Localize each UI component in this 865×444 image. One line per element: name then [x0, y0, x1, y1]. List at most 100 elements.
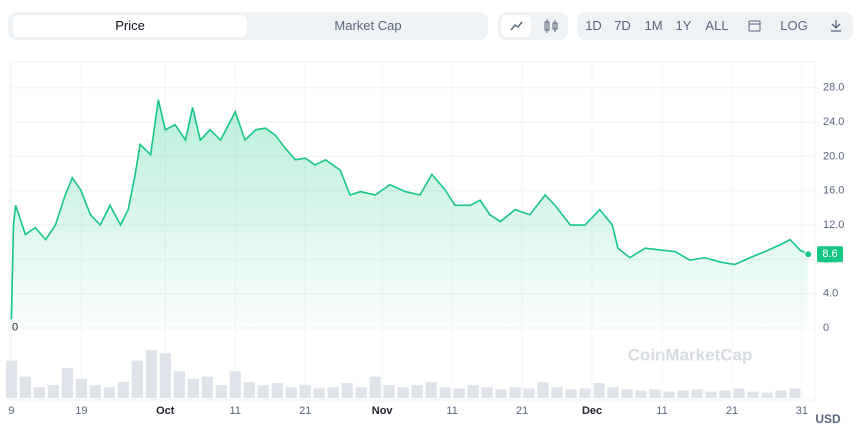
volume-bar: [775, 390, 787, 398]
volume-bar: [453, 388, 465, 398]
volume-bar: [355, 387, 367, 398]
line-icon[interactable]: [501, 15, 531, 37]
range-1d[interactable]: 1D: [585, 18, 602, 33]
range-all[interactable]: ALL: [705, 18, 729, 33]
volume-bar: [691, 389, 703, 398]
volume-bar: [145, 350, 157, 398]
range-group: 1D 7D 1M 1Y ALL LOG: [577, 12, 853, 40]
chart-style-group: [498, 12, 568, 40]
x-tick-label: 19: [75, 405, 87, 417]
volume-bar: [677, 390, 689, 398]
volume-bar: [523, 388, 535, 398]
y-tick-label: 24.0: [823, 116, 844, 128]
volume-bar: [789, 388, 801, 398]
volume-bar: [173, 371, 185, 398]
low-label: 0: [12, 321, 18, 333]
x-tick-label: 11: [656, 405, 667, 417]
volume-bar: [733, 388, 745, 398]
currency-label: USD: [815, 412, 841, 426]
volume-bar: [5, 360, 17, 398]
volume-bar: [229, 371, 241, 398]
candle-icon[interactable]: [536, 12, 566, 40]
volume-bar: [187, 378, 199, 398]
volume-bar: [327, 387, 339, 398]
x-tick-label: 11: [446, 405, 457, 417]
volume-bar: [579, 388, 591, 398]
volume-bar: [47, 385, 59, 398]
x-tick-label: 11: [230, 405, 241, 417]
volume-bar: [117, 382, 129, 398]
range-7d[interactable]: 7D: [614, 18, 631, 33]
volume-bar: [635, 390, 647, 398]
volume-bar: [495, 389, 507, 398]
volume-bar: [285, 387, 297, 398]
current-badge: [817, 246, 843, 263]
range-1y[interactable]: 1Y: [675, 18, 692, 33]
volume-bar: [761, 392, 773, 398]
y-tick-label: 16.0: [823, 185, 844, 197]
x-tick-label: Dec: [582, 405, 602, 417]
price-area: [11, 99, 809, 328]
volume-bar: [719, 390, 731, 398]
volume-bar: [201, 376, 213, 398]
volume-bar: [649, 389, 661, 398]
x-tick-label: 21: [299, 405, 311, 417]
volume-bar: [747, 391, 759, 398]
current-label: 8.6: [822, 248, 837, 260]
x-tick-label: 21: [516, 405, 528, 417]
volume-bar: [593, 383, 605, 398]
volume-bar: [397, 387, 409, 398]
x-tick-label: 21: [726, 405, 738, 417]
volume-bar: [159, 353, 171, 398]
price-line: [10, 99, 809, 320]
volume-bar: [61, 368, 73, 398]
watermark: CoinMarketCap: [628, 345, 753, 364]
volume-bar: [551, 387, 563, 398]
calendar-icon[interactable]: [744, 12, 764, 40]
volume-bar: [383, 385, 395, 398]
y-tick-label: 4.0: [823, 288, 838, 300]
x-tick-label: Oct: [156, 405, 175, 417]
log-toggle[interactable]: LOG: [780, 18, 808, 33]
y-tick-label: 12.0: [823, 219, 844, 231]
volume-bar: [341, 383, 353, 398]
tab-price[interactable]: Price: [13, 15, 247, 37]
volume-bar: [75, 378, 87, 398]
volume-bar: [663, 391, 675, 398]
volume-bar: [33, 387, 45, 398]
range-1m[interactable]: 1M: [644, 18, 663, 33]
y-tick-label: 0: [823, 322, 829, 334]
volume-bar: [19, 376, 31, 398]
x-tick-label: 9: [8, 405, 14, 417]
volume-bar: [103, 387, 115, 398]
download-icon[interactable]: [825, 12, 847, 40]
volume-bar: [705, 391, 717, 398]
volume-bar: [425, 382, 437, 398]
volume-bar: [607, 387, 619, 398]
plot-frame: [9, 61, 816, 401]
volume-bar: [537, 382, 549, 398]
tab-group: Price Market Cap: [8, 12, 488, 40]
volume-bar: [299, 385, 311, 398]
x-tick-label: 31: [796, 405, 808, 417]
x-tick-label: Nov: [372, 405, 394, 417]
volume-bar: [89, 385, 101, 398]
y-tick-label: 28.0: [823, 82, 844, 94]
volume-bar: [271, 383, 283, 398]
y-tick-label: 20.0: [823, 150, 844, 162]
volume-bar: [215, 385, 227, 398]
volume-bar: [481, 387, 493, 398]
tab-market-cap[interactable]: Market Cap: [334, 18, 402, 33]
current-dot: [804, 250, 813, 259]
volume-bar: [243, 382, 255, 398]
volume-bar: [439, 387, 451, 398]
volume-bar: [131, 360, 143, 398]
volume-bar: [565, 389, 577, 398]
volume-bar: [621, 389, 633, 398]
volume-bar: [411, 385, 423, 398]
volume-bar: [369, 376, 381, 398]
volume-bar: [257, 385, 269, 398]
volume-bar: [509, 387, 521, 398]
